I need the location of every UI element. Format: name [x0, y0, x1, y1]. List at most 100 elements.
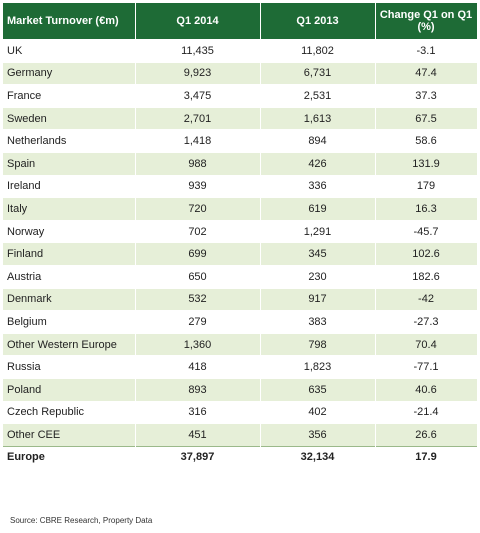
value-cell: 37,897 [135, 445, 261, 469]
value-cell: 16.3 [375, 197, 478, 221]
value-cell: 70.4 [375, 332, 478, 356]
value-cell: 179 [375, 174, 478, 198]
value-cell: 402 [260, 400, 376, 424]
market-cell: Spain [3, 151, 136, 176]
market-cell: UK [3, 39, 136, 63]
market-cell: Czech Republic [3, 400, 136, 424]
value-cell: 383 [260, 310, 376, 334]
value-cell: 230 [260, 264, 376, 289]
value-cell: 9,923 [135, 61, 261, 85]
value-cell: 635 [260, 377, 376, 401]
value-cell: 1,360 [135, 332, 261, 356]
value-cell: -45.7 [375, 219, 478, 243]
data-row: Finland 699 345 102.6 [3, 242, 478, 266]
market-cell: Finland [3, 242, 136, 266]
market-cell: Germany [3, 61, 136, 85]
value-cell: 451 [135, 423, 261, 447]
value-cell: -21.4 [375, 400, 478, 424]
value-cell: 1,418 [135, 129, 261, 153]
data-row: Spain 988 426 131.9 [3, 151, 478, 176]
value-cell: -27.3 [375, 310, 478, 334]
value-cell: 6,731 [260, 61, 376, 85]
data-row: UK 11,435 11,802 -3.1 [3, 39, 478, 63]
value-cell: 356 [260, 423, 376, 447]
header-cell: Q1 2014 [135, 3, 261, 40]
data-row: Austria 650 230 182.6 [3, 264, 478, 289]
value-cell: 2,531 [260, 84, 376, 108]
value-cell: 316 [135, 400, 261, 424]
market-cell: Norway [3, 219, 136, 243]
value-cell: 3,475 [135, 84, 261, 108]
value-cell: 40.6 [375, 377, 478, 401]
market-cell: Ireland [3, 174, 136, 198]
value-cell: 917 [260, 287, 376, 311]
market-cell: Poland [3, 377, 136, 401]
value-cell: 720 [135, 197, 261, 221]
value-cell: 894 [260, 129, 376, 153]
data-row: Netherlands 1,418 894 58.6 [3, 129, 478, 153]
data-row: Norway 702 1,291 -45.7 [3, 219, 478, 243]
data-row: Belgium 279 383 -27.3 [3, 310, 478, 334]
market-cell: Italy [3, 197, 136, 221]
market-cell: France [3, 84, 136, 108]
data-row: Germany 9,923 6,731 47.4 [3, 61, 478, 85]
value-cell: 47.4 [375, 61, 478, 85]
market-cell: Belgium [3, 310, 136, 334]
header-cell: Market Turnover (€m) [3, 3, 136, 40]
header-row: Market Turnover (€m) Q1 2014 Q1 2013 Change… [3, 3, 478, 40]
value-cell: 532 [135, 287, 261, 311]
market-cell: Denmark [3, 287, 136, 311]
data-row: Sweden 2,701 1,613 67.5 [3, 106, 478, 130]
value-cell: 345 [260, 242, 376, 266]
value-cell: 650 [135, 264, 261, 289]
data-row: Italy 720 619 16.3 [3, 197, 478, 221]
value-cell: 32,134 [260, 445, 376, 469]
value-cell: -42 [375, 287, 478, 311]
value-cell: 699 [135, 242, 261, 266]
value-cell: 182.6 [375, 264, 478, 289]
turnover-table: Market Turnover (€m) Q1 2014 Q1 2013 Change… [3, 3, 478, 469]
data-row: Poland 893 635 40.6 [3, 377, 478, 401]
data-row: France 3,475 2,531 37.3 [3, 84, 478, 108]
value-cell: 988 [135, 151, 261, 176]
value-cell: 893 [135, 377, 261, 401]
value-cell: -3.1 [375, 39, 478, 63]
value-cell: 11,435 [135, 39, 261, 63]
value-cell: 1,823 [260, 355, 376, 379]
source-note: Source: CBRE Research, Property Data [10, 516, 153, 525]
value-cell: 102.6 [375, 242, 478, 266]
market-cell: Other CEE [3, 423, 136, 447]
market-cell: Sweden [3, 106, 136, 130]
data-row: Czech Republic 316 402 -21.4 [3, 400, 478, 424]
value-cell: 67.5 [375, 106, 478, 130]
value-cell: 17.9 [375, 445, 478, 469]
market-cell: Europe [3, 445, 136, 469]
data-row: Denmark 532 917 -42 [3, 287, 478, 311]
value-cell: 939 [135, 174, 261, 198]
data-row: Ireland 939 336 179 [3, 174, 478, 198]
value-cell: 798 [260, 332, 376, 356]
market-cell: Netherlands [3, 129, 136, 153]
value-cell: 1,291 [260, 219, 376, 243]
header-cell: Q1 2013 [260, 3, 376, 40]
market-cell: Other Western Europe [3, 332, 136, 356]
data-row: Russia 418 1,823 -77.1 [3, 355, 478, 379]
total-row: Europe 37,897 32,134 17.9 [3, 445, 478, 469]
value-cell: 2,701 [135, 106, 261, 130]
value-cell: -77.1 [375, 355, 478, 379]
value-cell: 1,613 [260, 106, 376, 130]
data-row: Other CEE 451 356 26.6 [3, 423, 478, 447]
value-cell: 619 [260, 197, 376, 221]
value-cell: 37.3 [375, 84, 478, 108]
value-cell: 279 [135, 310, 261, 334]
value-cell: 702 [135, 219, 261, 243]
market-cell: Russia [3, 355, 136, 379]
value-cell: 26.6 [375, 423, 478, 447]
value-cell: 336 [260, 174, 376, 198]
market-cell: Austria [3, 264, 136, 289]
header-cell: Change Q1 on Q1 (%) [375, 3, 478, 40]
value-cell: 11,802 [260, 39, 376, 63]
value-cell: 426 [260, 151, 376, 176]
value-cell: 418 [135, 355, 261, 379]
